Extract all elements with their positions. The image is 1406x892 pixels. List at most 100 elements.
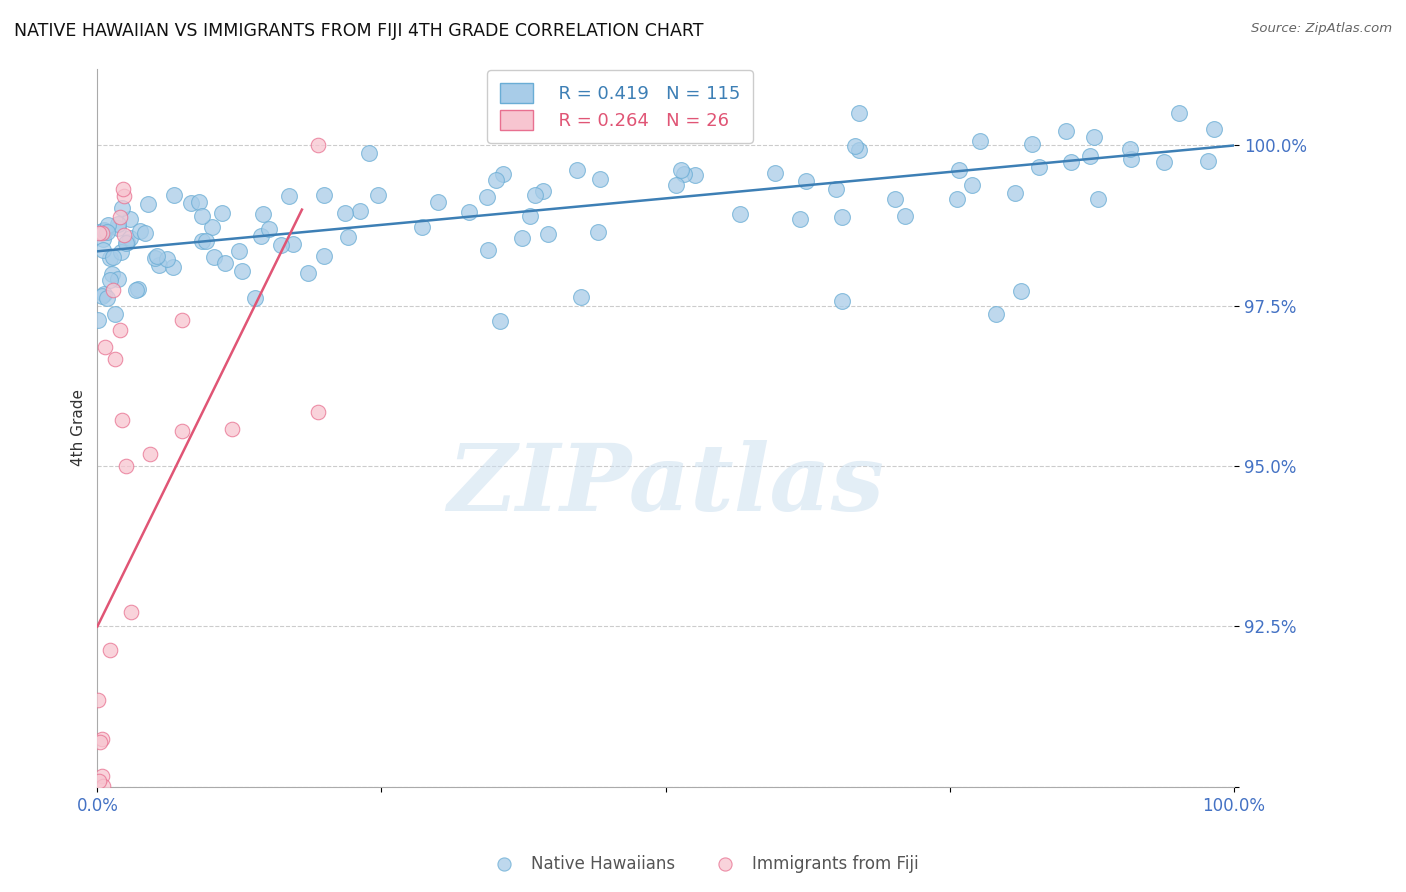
Point <box>411 220 433 235</box>
Point <box>180 195 202 210</box>
Point <box>112 189 135 203</box>
Point <box>93 223 115 237</box>
Point <box>831 210 853 224</box>
Point <box>510 231 533 245</box>
Point <box>794 174 817 188</box>
Point <box>110 244 132 259</box>
Point <box>1119 141 1142 155</box>
Point <box>89 227 111 241</box>
Point <box>426 194 449 209</box>
Point <box>96 225 118 239</box>
Point <box>156 252 179 266</box>
Point <box>307 405 329 419</box>
Point <box>831 293 853 308</box>
Point <box>567 163 589 178</box>
Point <box>672 168 695 182</box>
Point <box>90 227 112 241</box>
Point <box>1060 154 1083 169</box>
Point <box>94 340 117 354</box>
Point <box>1078 149 1101 163</box>
Point <box>683 168 706 182</box>
Point <box>537 227 560 242</box>
Point <box>571 290 593 304</box>
Point <box>457 204 479 219</box>
Point <box>349 203 371 218</box>
Point <box>1028 160 1050 174</box>
Point <box>367 188 389 202</box>
Point <box>91 289 114 303</box>
Point <box>98 252 121 266</box>
Point <box>139 448 162 462</box>
Point <box>228 244 250 258</box>
Point <box>91 243 114 257</box>
Point <box>333 206 356 220</box>
Point <box>121 605 143 619</box>
Point <box>948 162 970 177</box>
Point <box>111 413 134 427</box>
Point <box>894 209 917 223</box>
Point <box>202 250 225 264</box>
Point <box>671 162 693 177</box>
Point <box>98 272 121 286</box>
Point <box>104 307 127 321</box>
Point <box>89 774 111 789</box>
Point <box>1021 136 1043 151</box>
Point <box>101 283 124 297</box>
Point <box>336 230 359 244</box>
Point <box>97 218 120 232</box>
Point <box>519 209 541 223</box>
Point <box>103 351 125 366</box>
Point <box>1054 124 1077 138</box>
Point <box>107 220 129 235</box>
Point <box>162 260 184 274</box>
Legend:   R = 0.419   N = 115,   R = 0.264   N = 26: R = 0.419 N = 115, R = 0.264 N = 26 <box>488 70 754 143</box>
Point <box>89 735 111 749</box>
Point <box>844 139 866 153</box>
Point <box>297 266 319 280</box>
Point <box>259 221 281 235</box>
Point <box>485 173 508 187</box>
Point <box>125 283 148 297</box>
Point <box>1004 186 1026 200</box>
Point <box>270 237 292 252</box>
Point <box>134 226 156 240</box>
Point <box>946 192 969 206</box>
Point <box>107 217 129 231</box>
Point <box>195 234 218 248</box>
Point <box>191 210 214 224</box>
Point <box>188 194 211 209</box>
Point <box>848 106 870 120</box>
Point <box>89 225 111 239</box>
Point <box>93 287 115 301</box>
Point <box>201 219 224 234</box>
Point <box>763 166 786 180</box>
Point <box>588 172 610 186</box>
Point <box>477 190 499 204</box>
Point <box>1010 285 1032 299</box>
Point <box>214 255 236 269</box>
Text: ZIPatlas: ZIPatlas <box>447 440 884 530</box>
Point <box>984 307 1007 321</box>
Point <box>101 250 124 264</box>
Point <box>531 184 554 198</box>
Point <box>107 272 129 286</box>
Point <box>665 178 688 193</box>
Point <box>127 282 149 296</box>
Point <box>112 227 135 242</box>
Point <box>728 207 751 221</box>
Point <box>789 211 811 226</box>
Point <box>848 143 870 157</box>
Text: Source: ZipAtlas.com: Source: ZipAtlas.com <box>1251 22 1392 36</box>
Point <box>307 138 329 153</box>
Point <box>1083 130 1105 145</box>
Point <box>91 232 114 246</box>
Point <box>477 244 499 258</box>
Point <box>252 207 274 221</box>
Point <box>87 313 110 327</box>
Point <box>492 167 515 181</box>
Legend: Native Hawaiians, Immigrants from Fiji: Native Hawaiians, Immigrants from Fiji <box>481 848 925 880</box>
Point <box>523 188 546 202</box>
Point <box>108 323 131 337</box>
Point <box>108 210 131 224</box>
Point <box>91 732 114 747</box>
